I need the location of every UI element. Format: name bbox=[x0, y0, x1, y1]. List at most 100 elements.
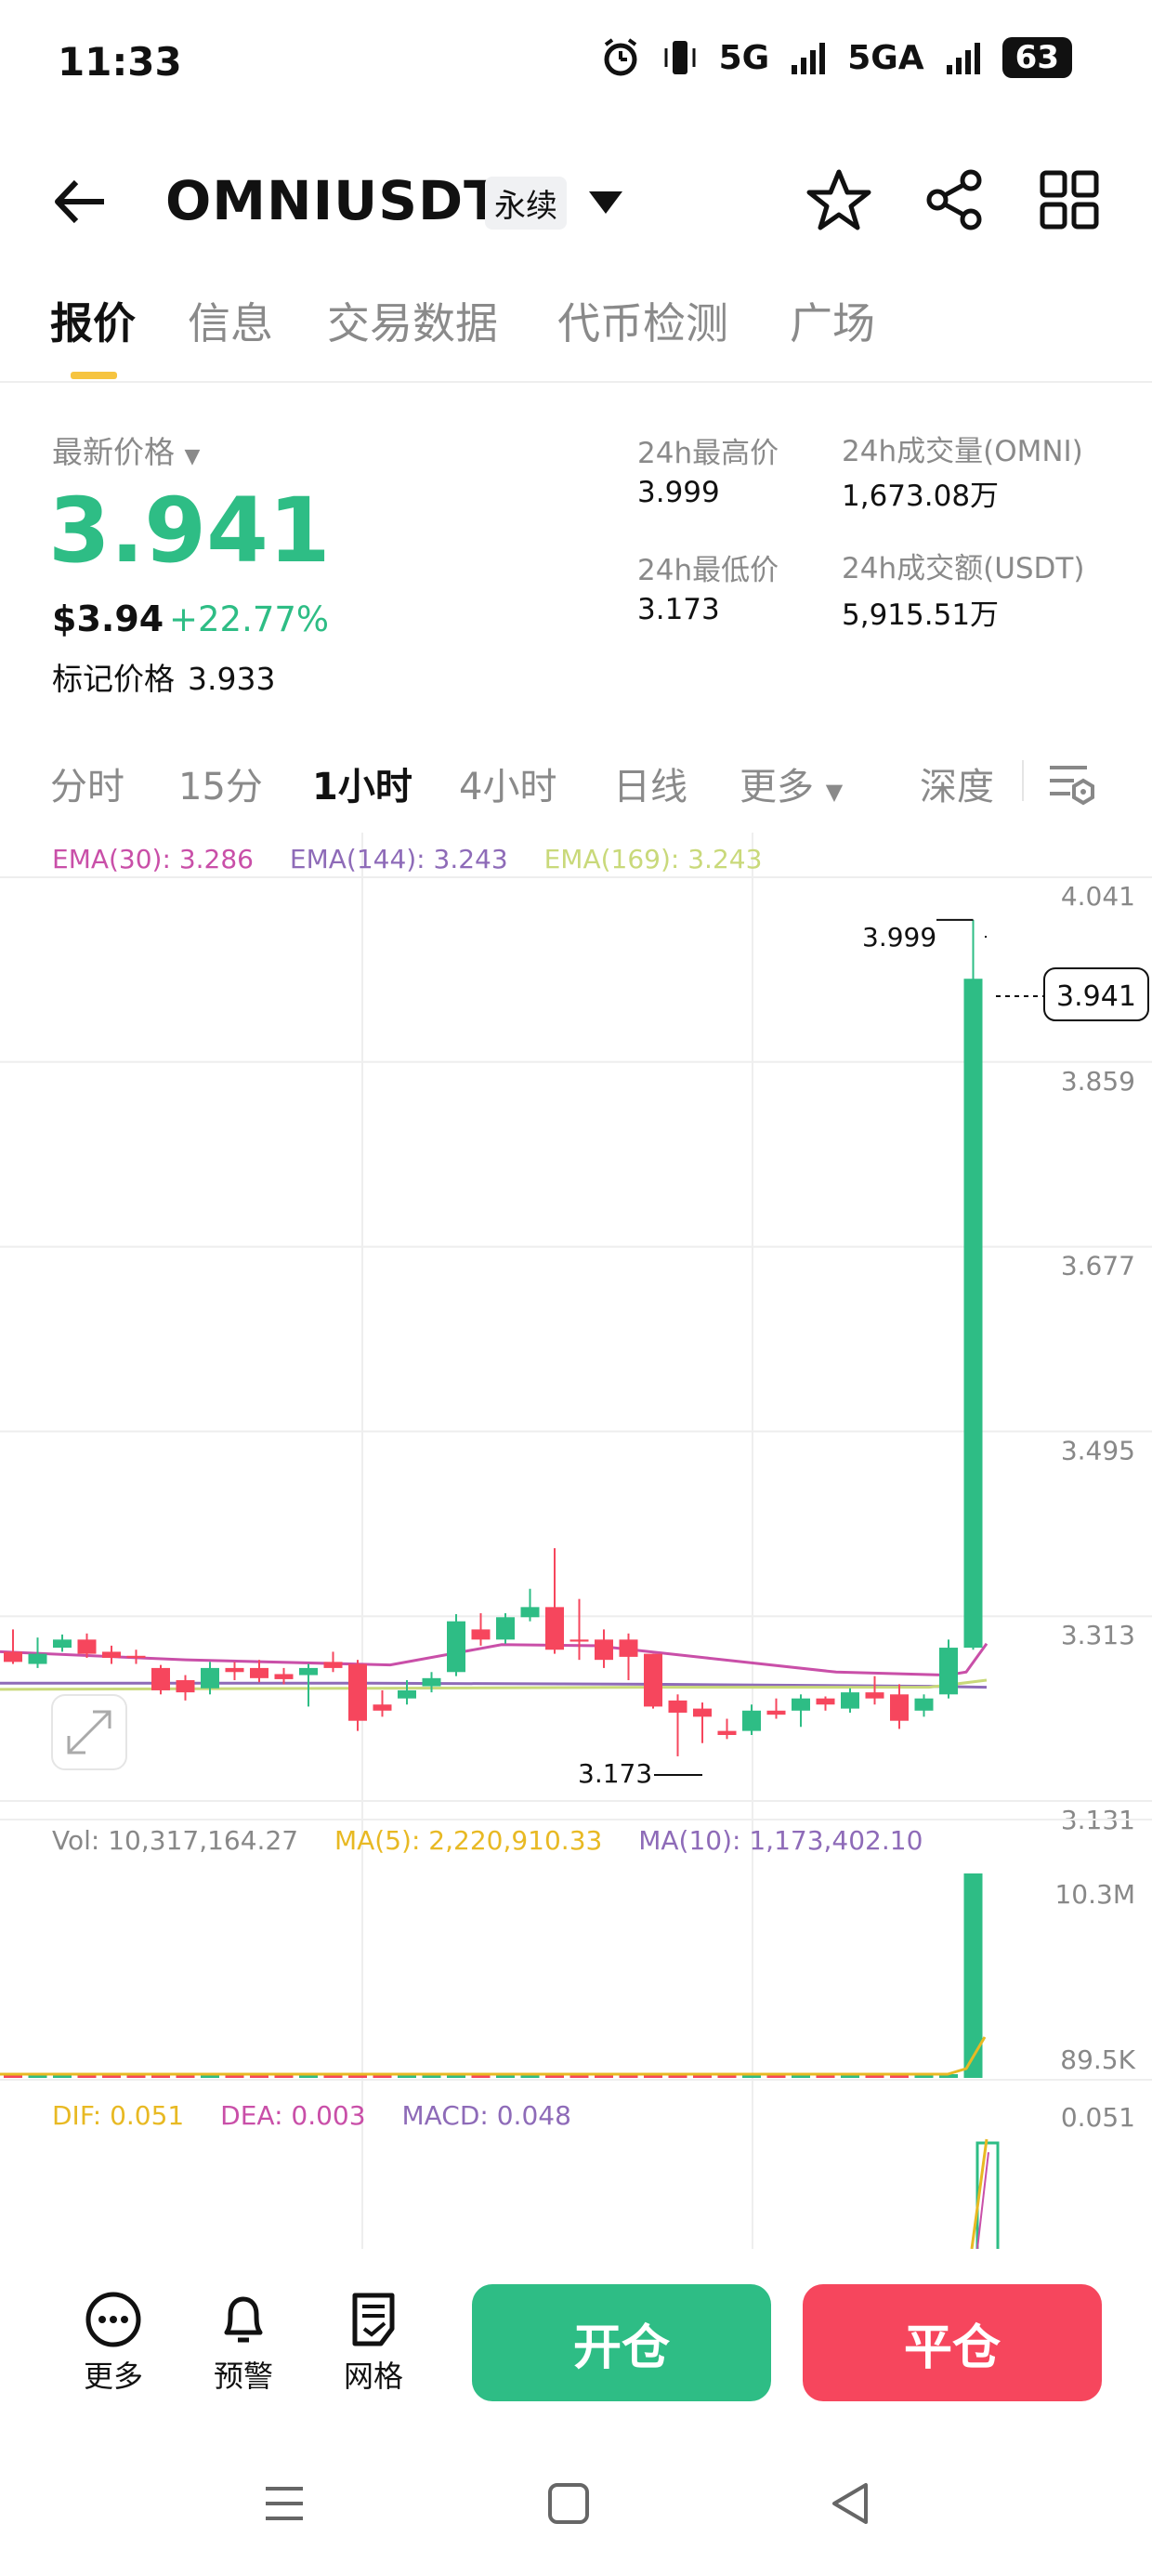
share-icon[interactable] bbox=[923, 167, 988, 232]
volume-bar bbox=[595, 2074, 613, 2078]
volume-bar bbox=[176, 2074, 195, 2078]
nav-home-icon[interactable] bbox=[546, 2481, 591, 2526]
volume-bar bbox=[348, 2074, 367, 2078]
chart-settings-icon[interactable] bbox=[1046, 758, 1096, 808]
alarm-icon bbox=[604, 38, 637, 76]
turnover-24h-value: 5,915.51万 bbox=[842, 598, 1000, 632]
pair-title[interactable]: OMNIUSDT bbox=[165, 169, 502, 232]
macd-tick: 0.051 bbox=[1061, 2102, 1135, 2133]
interval-depth[interactable]: 深度 bbox=[920, 766, 994, 808]
volume-bar bbox=[841, 2074, 859, 2078]
close-position-button[interactable]: 平仓 bbox=[803, 2284, 1102, 2401]
tab-info[interactable]: 信息 bbox=[188, 298, 273, 348]
ema30-line bbox=[0, 1642, 988, 1677]
open-position-button[interactable]: 开仓 bbox=[472, 2284, 771, 2401]
tab-indicator bbox=[71, 372, 117, 379]
volume-bar bbox=[77, 2074, 97, 2078]
main-tabs: 报价 信息 交易数据 代币检测 广场 bbox=[0, 279, 1152, 383]
high-marker: 3.999 bbox=[862, 918, 987, 953]
dea-label: DEA: 0.003 bbox=[220, 2100, 366, 2131]
volume-24h-label: 24h成交量(OMNI) bbox=[842, 435, 1083, 468]
current-price-tag-label: 3.941 bbox=[1056, 980, 1136, 1013]
perpetual-badge: 永续 bbox=[485, 177, 567, 230]
chart-area[interactable]: 4.041 3.859 3.677 3.495 3.313 3.131 3.999 3.1… bbox=[0, 833, 1152, 2254]
candle-body bbox=[4, 1651, 22, 1663]
candle-body bbox=[569, 1639, 589, 1642]
low-marker-label: 3.173 bbox=[578, 1758, 652, 1789]
candle-body bbox=[717, 1730, 737, 1735]
interval-timeshare[interactable]: 分时 bbox=[50, 766, 124, 808]
tab-quote[interactable]: 报价 bbox=[50, 298, 136, 348]
tab-token-check[interactable]: 代币检测 bbox=[557, 298, 728, 348]
volume-bar bbox=[545, 2074, 564, 2078]
expand-chart-icon[interactable] bbox=[51, 1694, 127, 1770]
interval-daily[interactable]: 日线 bbox=[613, 766, 687, 808]
volume-bar bbox=[201, 2074, 219, 2078]
candle-body bbox=[619, 1639, 638, 1657]
candle-body bbox=[742, 1710, 761, 1731]
candle-body bbox=[816, 1698, 835, 1705]
price-change-percent: +22.77% bbox=[169, 599, 330, 639]
volume-bar bbox=[102, 2074, 121, 2078]
network-5g-label: 5G bbox=[718, 38, 770, 77]
volume-indicator-row: Vol: 10,317,164.27 MA(5): 2,220,910.33 M… bbox=[52, 1825, 950, 1856]
volume-tick-top: 10.3M bbox=[1054, 1879, 1135, 1910]
interval-4h[interactable]: 4小时 bbox=[459, 766, 557, 808]
nav-menu-icon[interactable] bbox=[262, 2481, 307, 2526]
candle-body bbox=[939, 1648, 958, 1695]
current-price-tag: 3.941 bbox=[996, 967, 1149, 1021]
back-arrow-icon[interactable] bbox=[48, 169, 113, 234]
volume-bar bbox=[496, 2074, 515, 2078]
interval-more[interactable]: 更多 ▼ bbox=[740, 766, 844, 808]
volume-bar bbox=[914, 2074, 934, 2078]
bottom-action-bar: 更多 预警 网格 开仓 平仓 bbox=[0, 2249, 1152, 2416]
price-dropdown-icon[interactable]: ▼ bbox=[184, 445, 201, 468]
volume-bar bbox=[742, 2074, 761, 2078]
favorite-star-icon[interactable] bbox=[806, 167, 871, 232]
tab-trading-data[interactable]: 交易数据 bbox=[327, 298, 498, 348]
volume-bar bbox=[939, 2074, 958, 2078]
grid-trading-button[interactable]: 网格 bbox=[327, 2290, 420, 2396]
volume-bar bbox=[890, 2074, 909, 2078]
candle-body bbox=[841, 1692, 859, 1709]
candle-body bbox=[644, 1653, 662, 1707]
interval-bar: 分时 15分 1小时 4小时 日线 更多 ▼ 深度 bbox=[0, 742, 1152, 825]
volume-bar bbox=[569, 2074, 589, 2078]
candle-body bbox=[398, 1689, 416, 1699]
candle-body bbox=[668, 1700, 687, 1713]
status-time: 11:33 bbox=[58, 39, 182, 85]
candle-body bbox=[890, 1694, 909, 1721]
usd-price: $3.94 bbox=[52, 598, 164, 639]
ema30-label: EMA(30): 3.286 bbox=[52, 844, 254, 874]
macd-label: MACD: 0.048 bbox=[401, 2100, 571, 2131]
candle-body bbox=[126, 1655, 146, 1658]
bell-icon bbox=[224, 2296, 263, 2343]
high-24h-value: 3.999 bbox=[637, 476, 720, 509]
pair-dropdown-icon[interactable] bbox=[587, 190, 624, 216]
alert-button[interactable]: 预警 bbox=[197, 2290, 290, 2396]
candle-body bbox=[348, 1663, 367, 1721]
alert-label: 预警 bbox=[213, 2359, 273, 2394]
nav-back-icon[interactable] bbox=[829, 2481, 873, 2526]
last-price-label[interactable]: 最新价格 ▼ bbox=[52, 434, 201, 470]
last-price: 3.941 bbox=[48, 479, 331, 583]
macd-bar bbox=[970, 2138, 1000, 2254]
volume-bar bbox=[422, 2074, 441, 2078]
more-button[interactable]: 更多 bbox=[67, 2290, 160, 2396]
tab-square[interactable]: 广场 bbox=[790, 298, 875, 348]
candle-body bbox=[422, 1677, 441, 1687]
y-tick-label: 3.313 bbox=[1061, 1620, 1135, 1650]
macd-indicator-row: DIF: 0.051 DEA: 0.003 MACD: 0.048 bbox=[52, 2100, 599, 2131]
candle-body bbox=[693, 1708, 712, 1717]
dif-label: DIF: 0.051 bbox=[52, 2100, 185, 2131]
grid-menu-icon[interactable] bbox=[1037, 167, 1102, 232]
candle-body bbox=[28, 1653, 47, 1664]
more-dots-icon bbox=[85, 2292, 141, 2347]
interval-15m[interactable]: 15分 bbox=[178, 766, 263, 808]
interval-1h[interactable]: 1小时 bbox=[312, 766, 412, 808]
candle-body bbox=[545, 1607, 564, 1650]
y-tick-label: 4.041 bbox=[1061, 881, 1135, 912]
candle-body bbox=[151, 1667, 170, 1690]
status-bar: 11:33 5G 5GA 63 bbox=[0, 0, 1152, 139]
